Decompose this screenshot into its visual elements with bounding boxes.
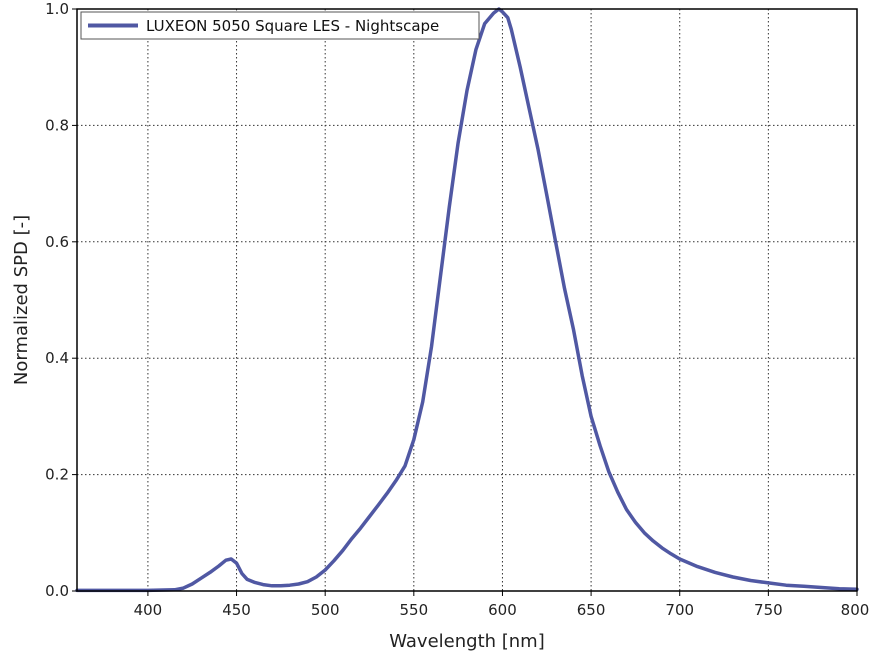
plot-frame xyxy=(76,8,858,592)
x-tick-label: 400 xyxy=(134,601,163,619)
x-tick-label: 800 xyxy=(841,601,870,619)
grid xyxy=(77,8,857,591)
legend: LUXEON 5050 Square LES - Nightscape xyxy=(80,11,480,40)
x-tick-label: 450 xyxy=(222,601,251,619)
x-axis-title: Wavelength [nm] xyxy=(389,631,545,652)
y-tick-label: 0.2 xyxy=(45,466,69,484)
x-tick-label: 750 xyxy=(754,601,783,619)
y-axis-ticks: 0.0 0.2 0.4 0.6 0.8 1.0 xyxy=(45,0,77,600)
x-tick-label: 600 xyxy=(488,601,517,619)
x-tick-label: 500 xyxy=(311,601,340,619)
series-line-0 xyxy=(75,7,859,593)
x-tick-label: 550 xyxy=(399,601,428,619)
x-tick-label: 650 xyxy=(577,601,606,619)
x-tick-label: 700 xyxy=(665,601,694,619)
y-tick-label: 0.8 xyxy=(45,116,69,134)
y-tick-label: 0.0 xyxy=(45,582,69,600)
y-tick-label: 0.4 xyxy=(45,349,69,367)
y-tick-label: 1.0 xyxy=(45,0,69,18)
y-tick-label: 0.6 xyxy=(45,233,69,251)
y-axis-title: Normalized SPD [-] xyxy=(11,215,32,385)
x-axis-ticks: 400 450 500 550 600 650 700 750 800 xyxy=(134,591,870,619)
legend-label: LUXEON 5050 Square LES - Nightscape xyxy=(146,17,439,35)
series-layer xyxy=(75,7,859,593)
legend-box xyxy=(80,11,480,40)
